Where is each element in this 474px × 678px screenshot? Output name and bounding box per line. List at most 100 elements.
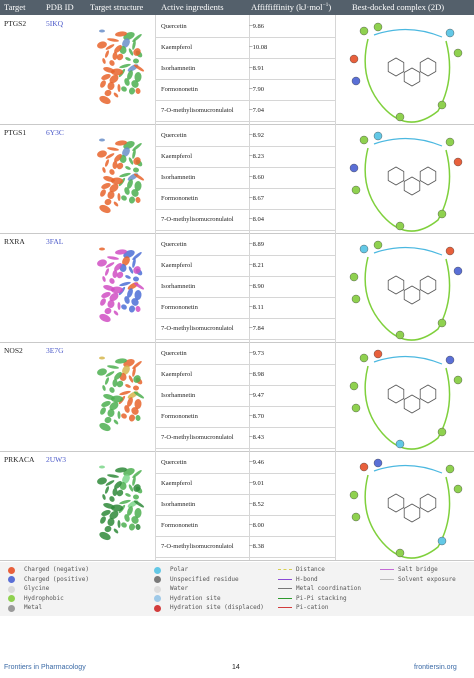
- helix-segment: [132, 367, 136, 377]
- binding-affinity-value: −9.47: [249, 392, 265, 399]
- helix-segment: [117, 193, 121, 201]
- helix-segment: [133, 484, 141, 492]
- helix-segment: [97, 368, 107, 376]
- helix-segment: [125, 166, 131, 170]
- legend-color-swatch: [154, 585, 161, 593]
- helix-segment: [121, 522, 127, 528]
- helix-segment: [124, 514, 130, 522]
- target-name: RXRA: [4, 237, 25, 246]
- ligand-interaction-diagram: [349, 349, 463, 450]
- column-separator: [249, 342, 250, 451]
- helix-segment: [107, 409, 115, 417]
- binding-affinity-value: −9.01: [249, 480, 265, 487]
- helix-segment: [112, 488, 118, 496]
- ligand-ring: [419, 166, 437, 186]
- residue-node: [349, 490, 359, 500]
- ingredient-row: Kaempferol −8.21: [155, 256, 335, 277]
- ligand-ring: [403, 285, 421, 305]
- helix-segment: [109, 74, 119, 84]
- helix-segment: [133, 266, 141, 274]
- pdb-id-link[interactable]: 2UW3: [46, 455, 66, 464]
- ingredient-row: Isorhamnetin −8.90: [155, 277, 335, 298]
- ingredient-row: Quercetin −9.46: [155, 453, 335, 474]
- helix-segment: [128, 196, 136, 204]
- ligand-ring: [403, 503, 421, 523]
- helix-segment: [119, 172, 131, 178]
- helix-segment: [104, 525, 112, 533]
- helix-segment: [117, 411, 121, 419]
- residue-node: [395, 439, 405, 449]
- residue-node: [445, 28, 455, 38]
- pocket-outline: [373, 28, 443, 38]
- helix-segment: [102, 494, 106, 500]
- residue-node: [437, 318, 447, 328]
- ligand-ring: [403, 394, 421, 414]
- helix-segment: [135, 415, 141, 421]
- ligand-interaction-diagram: [349, 22, 463, 123]
- residue-node: [453, 484, 463, 494]
- pdb-id-link[interactable]: 3FAL: [46, 237, 64, 246]
- residue-node: [453, 266, 463, 276]
- helix-segment: [103, 67, 115, 73]
- pdb-id-link[interactable]: 3E7G: [46, 346, 64, 355]
- ingredient-name: 7-O-methylisomucronulatol: [161, 216, 234, 223]
- ligand-ring: [387, 57, 405, 77]
- ligand-ring: [419, 493, 437, 513]
- column-separator: [335, 342, 336, 451]
- helix-segment: [128, 266, 134, 274]
- legend-color-swatch: [154, 604, 161, 612]
- target-name: PRKACA: [4, 455, 35, 464]
- binding-affinity-value: −8.60: [249, 174, 265, 181]
- table-row: PRKACA 2UW3 Quercetin −9.46 Kaempferol −9.01 I…: [0, 451, 474, 561]
- helix-segment: [132, 34, 142, 42]
- helix-segment: [104, 50, 110, 58]
- binding-affinity-value: −8.11: [249, 304, 264, 311]
- helix-segment: [109, 169, 115, 175]
- legend-label: Hydration site: [170, 594, 221, 602]
- helix-segment: [109, 292, 119, 302]
- ligand-ring: [419, 384, 437, 404]
- residue-node: [395, 221, 405, 231]
- ingredient-name: Isorhamnetin: [161, 392, 196, 399]
- ingredient-name: Quercetin: [161, 459, 187, 466]
- helix-segment: [104, 416, 112, 424]
- target-name: PTGS2: [4, 19, 27, 28]
- helix-segment: [116, 53, 124, 61]
- helix-segment: [132, 40, 136, 50]
- legend-color-swatch: [8, 566, 15, 574]
- legend-label: Metal coordination: [296, 585, 362, 592]
- helix-segment: [132, 470, 142, 478]
- helix-segment: [133, 385, 139, 391]
- helix-segment: [135, 306, 141, 312]
- ingredient-row: Quercetin −9.73: [155, 344, 335, 365]
- helix-segment: [97, 150, 107, 158]
- helix-segment: [101, 401, 111, 407]
- pocket-outline: [364, 365, 451, 450]
- helix-segment: [117, 302, 121, 310]
- ingredient-row: 7-O-methylisomucronulatol −8.04: [155, 210, 335, 231]
- residue-node: [437, 427, 447, 437]
- helix-segment: [119, 390, 131, 396]
- helix-segment: [104, 198, 112, 206]
- pdb-id-link[interactable]: 6Y3C: [46, 128, 64, 137]
- column-separator: [155, 15, 156, 124]
- pdb-id-link[interactable]: 5IKQ: [46, 19, 64, 28]
- helix-segment: [105, 480, 115, 486]
- helix-segment: [115, 140, 127, 146]
- helix-segment: [132, 476, 136, 486]
- helix-segment: [102, 276, 106, 282]
- helix-segment: [132, 149, 136, 159]
- helix-segment: [131, 80, 139, 88]
- residue-node: [373, 22, 383, 32]
- binding-affinity-value: −8.23: [249, 153, 265, 160]
- table-row: RXRA 3FAL Quercetin −8.89 Kaempferol −8.21 Iso…: [0, 233, 474, 343]
- ingredient-row: 7-O-methylisomucronulatol −8.38: [155, 537, 335, 558]
- ingredient-name: Quercetin: [161, 132, 187, 139]
- helix-segment: [128, 375, 134, 383]
- column-separator: [335, 451, 336, 560]
- ingredient-name: Formononetin: [161, 304, 198, 311]
- ingredient-name: 7-O-methylisomucronulatol: [161, 434, 234, 441]
- helix-segment: [135, 197, 141, 203]
- helix-segment: [109, 183, 119, 193]
- binding-affinity-value: −8.70: [249, 413, 265, 420]
